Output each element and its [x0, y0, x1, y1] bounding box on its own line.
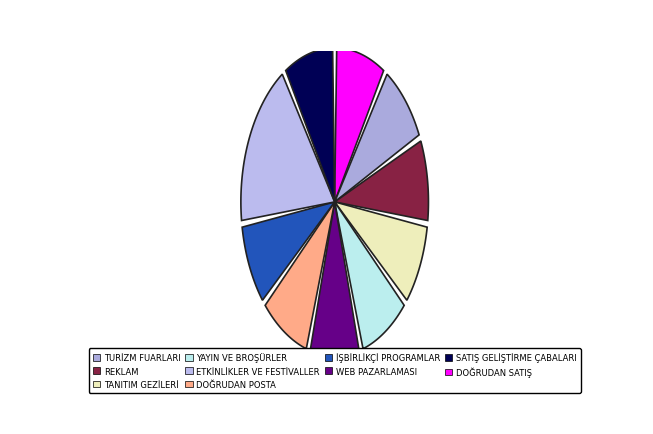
Polygon shape — [241, 75, 335, 221]
Polygon shape — [335, 202, 427, 301]
Polygon shape — [265, 202, 335, 349]
Polygon shape — [310, 202, 359, 356]
Polygon shape — [286, 49, 335, 202]
Polygon shape — [335, 202, 404, 349]
Polygon shape — [335, 49, 383, 202]
Legend: TURİZM FUARLARI, REKLAM, TANITIM GEZİLERİ, YAYIN VE BROŞÜRLER, ETKİNLİKLER VE FE: TURİZM FUARLARI, REKLAM, TANITIM GEZİLER… — [89, 349, 581, 393]
Polygon shape — [335, 141, 428, 221]
Polygon shape — [242, 202, 335, 301]
Polygon shape — [335, 75, 419, 202]
